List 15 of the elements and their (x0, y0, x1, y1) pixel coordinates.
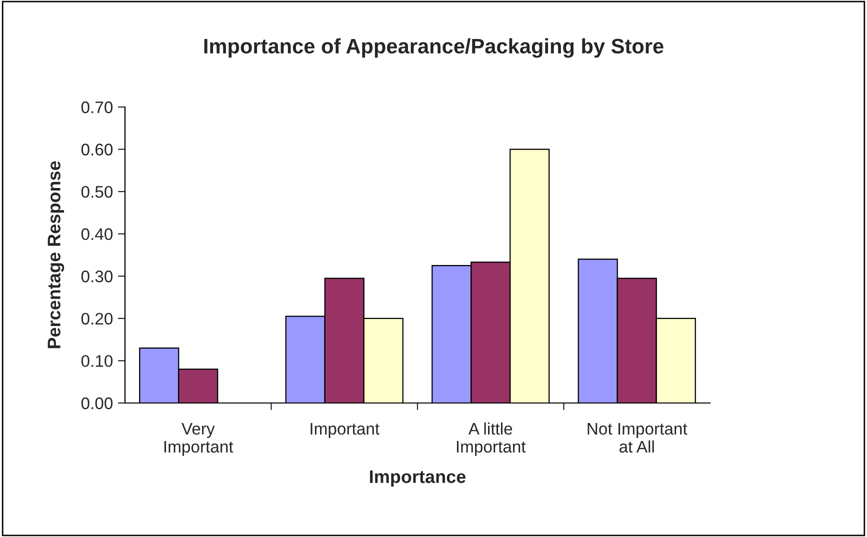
x-tick-label: Not Important at All (588, 423, 688, 453)
y-tick-label: 0.10 (81, 355, 113, 367)
x-tick-label: Important (310, 423, 380, 438)
chart-title: Importance of Appearance/Packaging by Store (204, 38, 664, 58)
y-tick-label: 0.60 (81, 144, 113, 156)
y-tick-label: 0.40 (81, 228, 113, 240)
y-tick-label: 0.70 (81, 101, 113, 114)
x-tick-label: Very Important (164, 423, 234, 456)
y-tick-label: 0.00 (81, 397, 113, 410)
y-tick-label: 0.50 (81, 186, 113, 198)
y-tick-label: 0.30 (81, 270, 113, 282)
y-tick-label: 0.20 (81, 312, 113, 325)
x-tick-label: A little Important (456, 422, 526, 456)
x-axis-title: Importance (370, 470, 466, 487)
y-axis-title: Percentage Response (48, 161, 64, 348)
